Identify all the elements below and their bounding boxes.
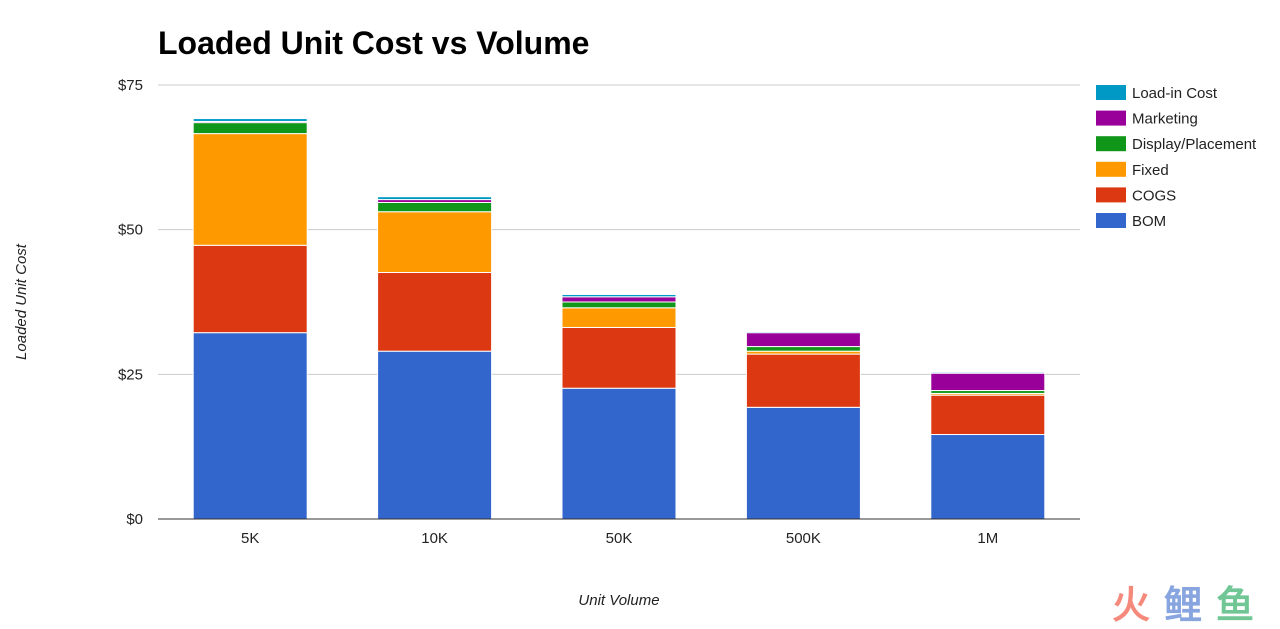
bar-stack [377, 196, 493, 520]
y-tick-label: $0 [126, 511, 143, 528]
legend-label: BOM [1132, 213, 1166, 230]
x-axis-title: Unit Volume [578, 592, 659, 609]
x-tick-label: 10K [421, 530, 448, 547]
legend-swatch [1096, 136, 1126, 152]
legend-item: Marketing [1096, 110, 1198, 128]
bar-stack [192, 118, 308, 520]
bar-segment [192, 244, 308, 334]
bar-segment [930, 434, 1046, 520]
legend-item: Display/Placement [1096, 136, 1257, 153]
bar-segment [561, 387, 677, 520]
bar-segment [561, 296, 677, 303]
watermark-logo: 火鲤鱼 [1112, 583, 1254, 627]
bar-segment [745, 332, 861, 348]
y-axis-tick-labels: $0 $25 $50 $75 [118, 77, 143, 528]
bar-segment [561, 293, 677, 298]
legend-item: BOM [1096, 213, 1166, 230]
bar-segment [930, 371, 1046, 374]
bar-segment [377, 196, 493, 201]
y-tick-label: $75 [118, 77, 143, 94]
bar-segment [192, 332, 308, 520]
bar-segment [192, 133, 308, 246]
legend-swatch [1096, 187, 1126, 203]
bar-segment [561, 326, 677, 389]
legend-item: Load-in Cost [1096, 85, 1218, 102]
y-axis-title: Loaded Unit Cost [13, 243, 30, 360]
bar-segment [192, 118, 308, 122]
watermark-glyph: 火 [1112, 583, 1150, 627]
bar-segment [377, 211, 493, 273]
bar-segment [192, 122, 308, 135]
bar-segment [561, 301, 677, 309]
bar-segment [377, 350, 493, 520]
chart-title: Loaded Unit Cost vs Volume [158, 25, 589, 61]
y-tick-label: $50 [118, 222, 143, 239]
legend-label: Fixed [1132, 162, 1169, 179]
bar-segment [745, 353, 861, 408]
legend-label: COGS [1132, 187, 1176, 204]
bar-segment [745, 406, 861, 520]
bar-segment [377, 271, 493, 352]
bar-segment [745, 331, 861, 334]
bar-stack [930, 371, 1046, 520]
watermark-glyph: 鲤 [1164, 583, 1202, 627]
legend-item: COGS [1096, 187, 1176, 204]
legend-label: Display/Placement [1132, 136, 1257, 153]
legend-swatch [1096, 213, 1126, 228]
bar-segment [561, 307, 677, 328]
x-tick-label: 1M [977, 530, 998, 547]
y-tick-label: $25 [118, 366, 143, 383]
legend-swatch [1096, 161, 1126, 177]
legend-swatch [1096, 110, 1126, 126]
legend: Load-in Cost Marketing Display/Placement Fi… [1096, 85, 1257, 230]
x-tick-label: 50K [606, 530, 633, 547]
bar-stack [745, 331, 861, 520]
bar-segment [930, 372, 1046, 392]
bar-segment [930, 394, 1046, 436]
x-axis-tick-labels: 5K 10K 50K 500K 1M [241, 530, 998, 547]
bar-stack [561, 293, 677, 520]
bar-segment [745, 346, 861, 352]
watermark-glyph: 鱼 [1216, 583, 1254, 627]
legend-item: Fixed [1096, 161, 1169, 179]
bars [192, 118, 1046, 520]
legend-label: Marketing [1132, 111, 1198, 128]
x-tick-label: 5K [241, 530, 259, 547]
bar-segment [377, 201, 493, 213]
legend-label: Load-in Cost [1132, 85, 1218, 102]
x-tick-label: 500K [786, 530, 821, 547]
legend-swatch [1096, 85, 1126, 100]
